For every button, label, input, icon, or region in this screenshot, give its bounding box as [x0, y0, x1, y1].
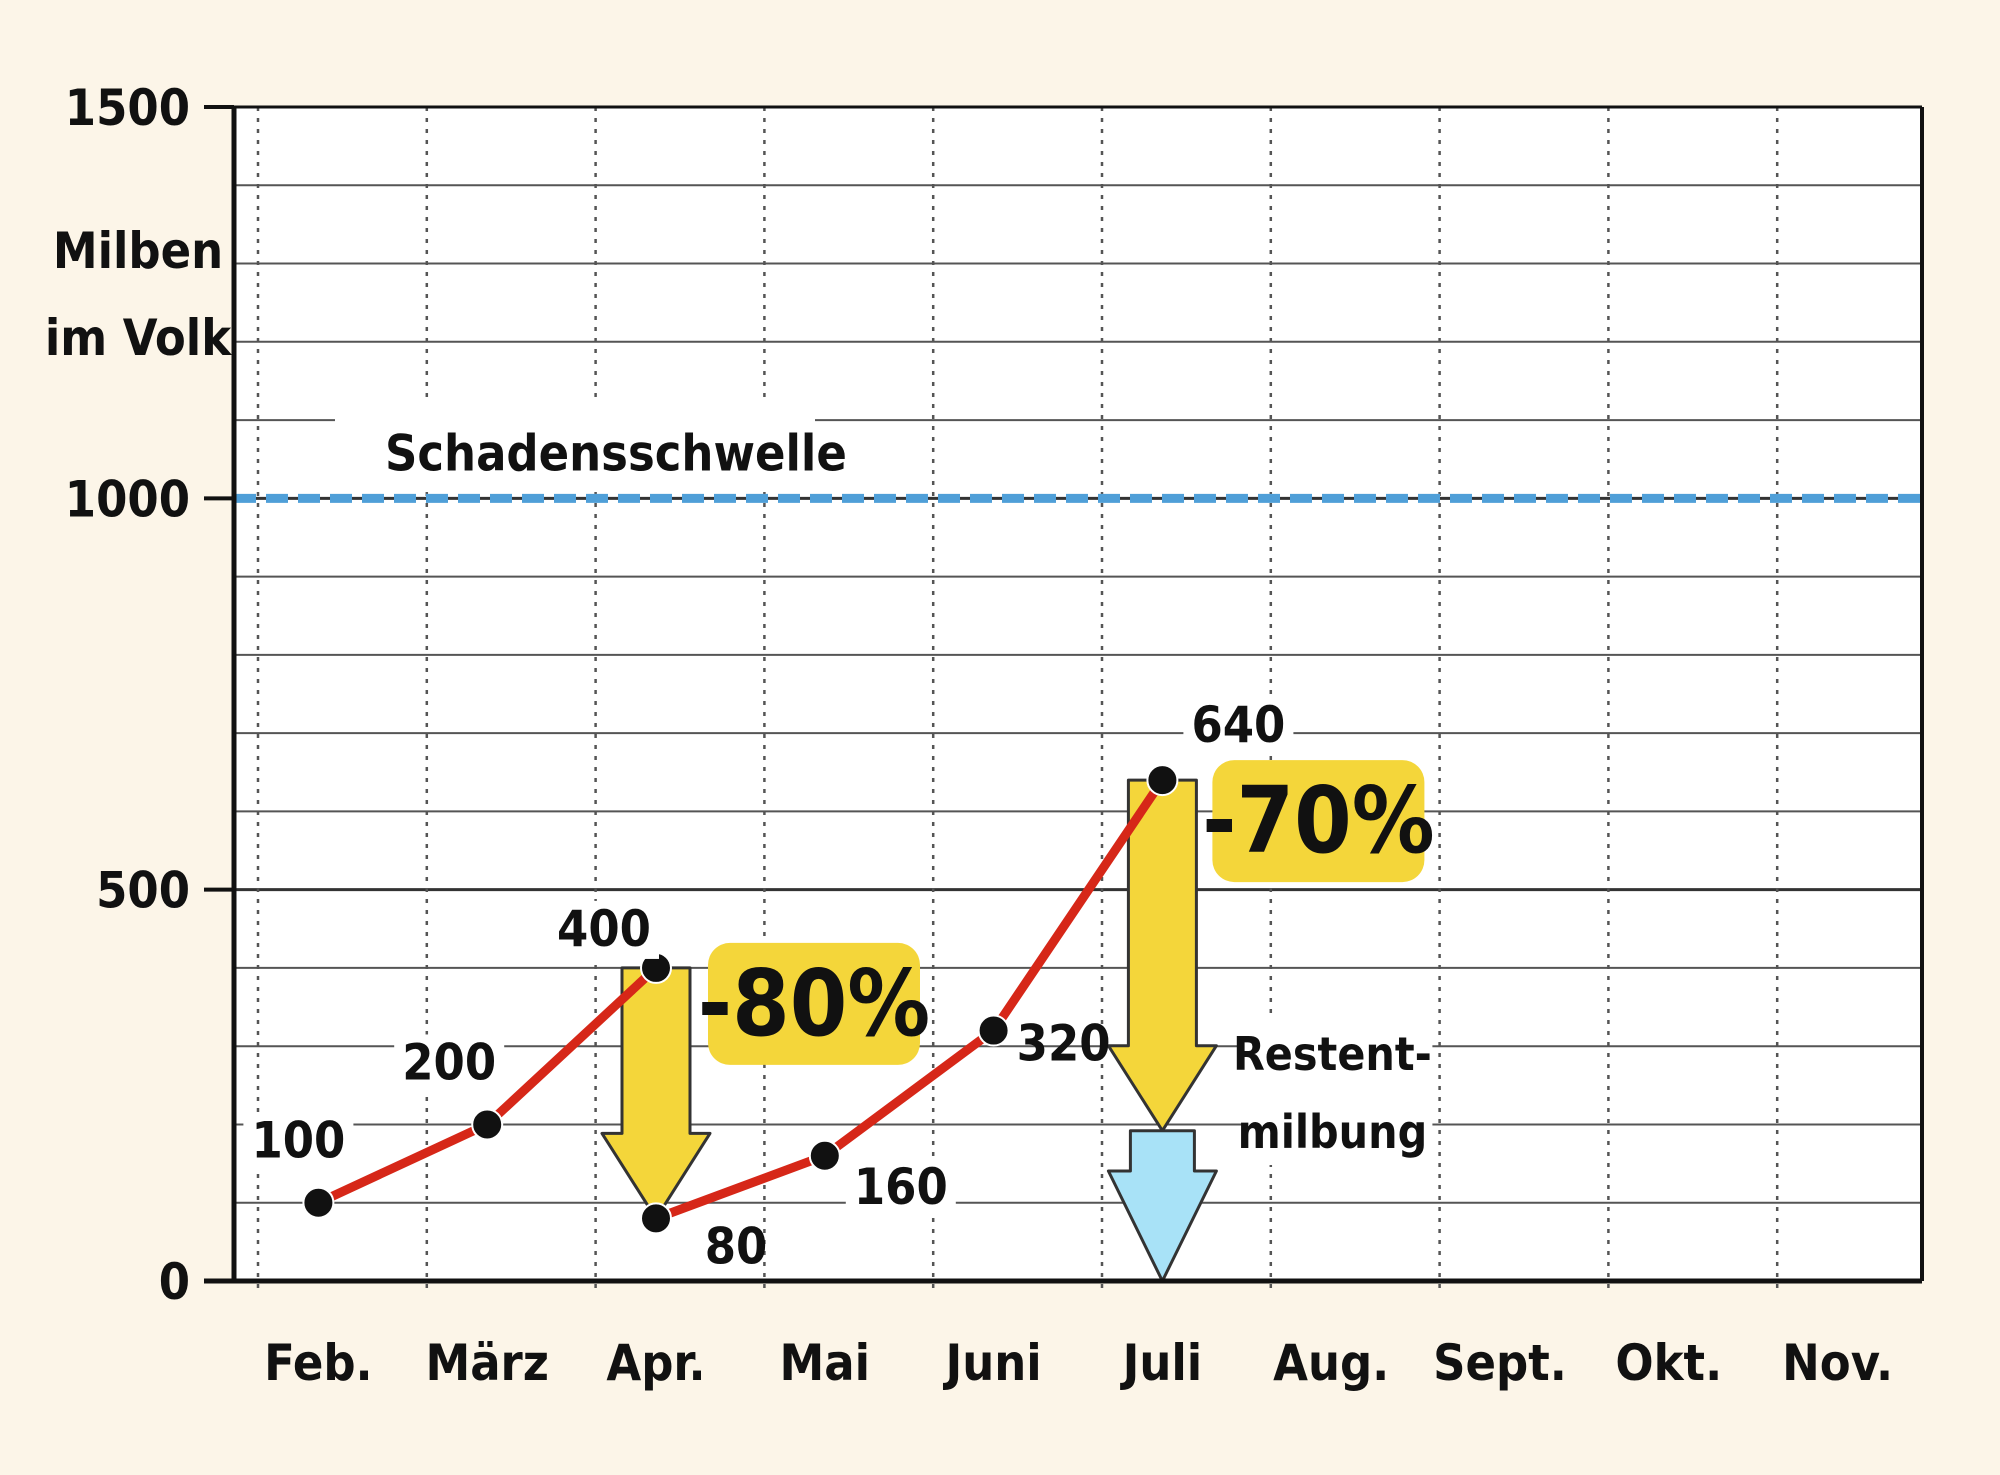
data-point	[640, 1202, 672, 1235]
y-axis-title-line1: Milben	[53, 222, 223, 280]
y-axis-title-line2: im Volk	[45, 309, 232, 367]
reduction-arrow	[600, 966, 712, 1220]
reduction-badge-label: -80%	[698, 950, 930, 1057]
y-tick-label: 1500	[65, 79, 190, 137]
data-point	[808, 1139, 841, 1172]
point-labels: 100 200 400 80 160 320 640	[243, 696, 1294, 1275]
annotations: Restent- milbung	[1233, 1015, 1433, 1165]
x-tick-label: März	[425, 1334, 549, 1392]
reduction-arrow	[1106, 778, 1218, 1133]
reduction-badge	[708, 942, 920, 1065]
remainder-label-background	[1242, 1015, 1433, 1165]
plot-background	[234, 107, 1922, 1281]
threshold-label-background	[335, 403, 815, 489]
x-tick-label: Nov.	[1782, 1334, 1893, 1392]
series-segment	[820, 1026, 999, 1161]
point-label: 400	[557, 900, 651, 958]
point-label: 160	[854, 1158, 948, 1216]
series-segment	[482, 963, 661, 1129]
series	[302, 764, 1179, 1235]
y-tick-label: 500	[96, 862, 190, 920]
series-segment	[989, 775, 1167, 1036]
remainder-arrow	[1106, 1129, 1218, 1283]
x-tick-label: Apr.	[606, 1334, 705, 1392]
point-label-background	[243, 1112, 354, 1171]
data-point	[471, 1108, 504, 1141]
point-label: 200	[402, 1033, 496, 1091]
x-tick-label: Aug.	[1273, 1334, 1389, 1392]
x-axis-ticks: Feb. März Apr. Mai Juni Juli Aug. Sept. Okt. Nov.	[264, 1334, 1893, 1392]
x-tick-label: Okt.	[1615, 1334, 1722, 1392]
data-point	[977, 1014, 1010, 1047]
y-tick-label: 1000	[65, 470, 190, 528]
point-label: 80	[705, 1217, 768, 1275]
point-label-background	[845, 1158, 956, 1217]
data-point	[302, 1186, 335, 1219]
reduction-badge-label: -70%	[1202, 767, 1434, 874]
series-segment	[313, 1119, 492, 1208]
point-label: 320	[1017, 1015, 1111, 1073]
series-segment	[651, 1151, 830, 1223]
point-label-background	[549, 900, 659, 959]
remainder-label-line1: Restent-	[1233, 1027, 1432, 1081]
x-tick-label: Feb.	[264, 1334, 373, 1392]
point-label-background	[394, 1034, 505, 1093]
x-tick-label: Juli	[1120, 1334, 1203, 1392]
axes	[204, 105, 1924, 1284]
point-label: 640	[1191, 696, 1285, 754]
x-tick-label: Juni	[942, 1334, 1041, 1392]
threshold-label: Schadensschwelle	[385, 424, 847, 482]
reduction-arrows: -80% -70%	[600, 760, 1435, 1283]
x-tick-label: Mai	[780, 1334, 871, 1392]
data-point	[1146, 764, 1179, 797]
y-axis-ticks: 0 500 1000 1500	[65, 79, 190, 1311]
x-tick-label: Sept.	[1433, 1334, 1567, 1392]
reduction-badge	[1212, 760, 1425, 883]
remainder-label-line2: milbung	[1238, 1105, 1428, 1159]
point-label: 100	[251, 1112, 345, 1170]
y-tick-label: 0	[159, 1253, 190, 1311]
threshold: Schadensschwelle	[234, 403, 1922, 503]
point-label-background	[1183, 697, 1294, 756]
